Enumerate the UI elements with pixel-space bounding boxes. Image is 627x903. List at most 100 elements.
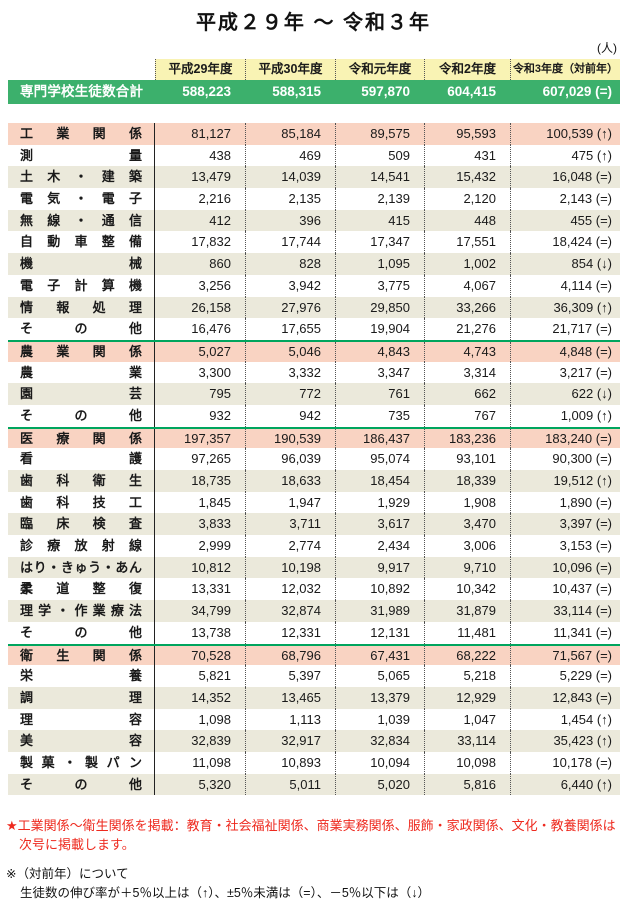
row-label: 園芸 (8, 383, 155, 405)
table-row: 機械 860 828 1,095 1,002 854 (↓) (8, 253, 620, 275)
row-label: 歯科衛生 (8, 470, 155, 492)
cell-value: 26,158 (191, 299, 231, 315)
cell-value: 90,300 (=) (510, 448, 620, 470)
cell-value: 772 (245, 383, 335, 405)
cell-value: 32,917 (245, 730, 335, 752)
footnote-publication-line1: ★工業関係～衛生関係を掲載：教育・社会福祉関係、商業実務関係、服飾・家政関係、文… (6, 818, 616, 834)
cell-value: 412 (209, 212, 231, 228)
cell-value: 4,843 (335, 341, 424, 362)
footnote-legend: ※（対前年）について 生徒数の伸び率が＋5％以上は（↑）、±5％未満は（=）、－… (6, 865, 627, 903)
cell-value: 3,833 (198, 516, 231, 532)
cell-value: 13,738 (191, 624, 231, 640)
row-label: 看護 (8, 448, 155, 470)
cell-value: 475 (↑) (510, 144, 620, 167)
cell-value: 4,114 (=) (510, 274, 620, 297)
cell-value: 95,593 (424, 123, 510, 145)
table-row: 栄養 5,821 5,397 5,065 5,218 5,229 (=) (8, 665, 620, 687)
cell-value: 1,929 (335, 491, 424, 514)
footnote-legend-line1: ※（対前年）について (6, 867, 129, 881)
cell-value: 10,198 (245, 556, 335, 579)
cell-value: 5,821 (198, 668, 231, 684)
cell-value: 18,424 (=) (510, 231, 620, 254)
column-header: 平成30年度 (245, 59, 335, 80)
cell-value: 12,929 (424, 686, 510, 709)
cell-value: 18,454 (335, 470, 424, 492)
cell-value: 13,465 (245, 686, 335, 709)
row-label: 農業 (8, 361, 155, 384)
row-label: 栄養 (8, 665, 155, 687)
row-label: その他 (8, 773, 155, 796)
cell-value: 10,437 (=) (510, 578, 620, 601)
table-row: 製菓・製パン 11,098 10,893 10,094 10,098 10,178 (=) (8, 751, 620, 774)
cell-value: 1,002 (424, 253, 510, 275)
table-row: 臨床検査 3,833 3,711 3,617 3,470 3,397 (=) (8, 513, 620, 536)
cell-value: 455 (=) (510, 209, 620, 232)
footnote-publication: ★工業関係～衛生関係を掲載：教育・社会福祉関係、商業実務関係、服飾・家政関係、文… (6, 817, 627, 855)
cell-value: 2,135 (245, 188, 335, 210)
table-row: 測量 438 469 509 431 475 (↑) (8, 144, 620, 167)
cell-value: 11,341 (=) (510, 621, 620, 644)
page: 平成２９年 ～ 令和３年 (人) 平成29年度 平成30年度 令和元年度 令和2年度令… (0, 6, 627, 900)
cell-value: 14,039 (245, 166, 335, 189)
cell-value: 3,942 (245, 274, 335, 297)
cell-value: 1,095 (335, 253, 424, 275)
cell-value: 5,027 (198, 343, 231, 359)
unit-label: (人) (597, 41, 617, 55)
cell-value: 662 (424, 383, 510, 405)
cell-value: 16,048 (=) (510, 166, 620, 189)
footnote-publication-line2: 次号に掲載します。 (19, 837, 135, 853)
table-row: 農業 3,300 3,332 3,347 3,314 3,217 (=) (8, 361, 620, 384)
section-label: 衛生関係 (8, 645, 155, 666)
header-spacer (8, 59, 155, 80)
cell-value: 36,309 (↑) (510, 296, 620, 319)
cell-value: 3,347 (335, 361, 424, 384)
cell-value: 18,735 (191, 473, 231, 488)
cell-value: 17,832 (191, 234, 231, 250)
cell-value: 34,799 (191, 603, 231, 619)
cell-value: 3,300 (198, 364, 231, 380)
row-label: 機械 (8, 253, 155, 275)
table-row: 調理 14,352 13,465 13,379 12,929 12,843 (=) (8, 686, 620, 709)
row-label: 電気・電子 (8, 188, 155, 210)
row-label: 理学・作業療法 (8, 600, 155, 622)
cell-value: 3,006 (424, 535, 510, 557)
table-row: 情報処理 26,158 27,976 29,850 33,266 36,309 (↑) (8, 296, 620, 319)
table-row: 電気・電子 2,216 2,135 2,139 2,120 2,143 (=) (8, 188, 620, 210)
cell-value: 5,046 (245, 341, 335, 362)
cell-value: 11,481 (424, 621, 510, 644)
cell-value: 67,431 (335, 645, 424, 666)
cell-value: 33,114 (=) (510, 600, 620, 622)
row-label: 電子計算機 (8, 274, 155, 297)
cell-value: 5,320 (198, 776, 231, 792)
section-row: 農業関係 5,027 5,046 4,843 4,743 4,848 (=) (8, 339, 620, 362)
cell-value: 5,397 (245, 665, 335, 687)
cell-value: 2,120 (424, 188, 510, 210)
cell-value: 396 (245, 209, 335, 232)
cell-value: 2,999 (198, 538, 231, 554)
cell-value: 3,397 (=) (510, 513, 620, 536)
cell-value: 9,917 (335, 556, 424, 579)
page-title: 平成２９年 ～ 令和３年 (195, 12, 432, 34)
row-label: 無線・通信 (8, 209, 155, 232)
total-cell-value: 607,029 (=) (542, 84, 612, 99)
cell-value: 1,908 (424, 491, 510, 514)
cell-value: 1,098 (198, 711, 231, 727)
table-row: 診療放射線 2,999 2,774 2,434 3,006 3,153 (=) (8, 535, 620, 557)
section-label: 工業関係 (8, 123, 155, 145)
cell-value: 100,539 (↑) (510, 123, 620, 145)
cell-value: 14,352 (191, 689, 231, 705)
cell-value: 2,774 (245, 535, 335, 557)
cell-value: 197,357 (184, 430, 231, 446)
cell-value: 1,113 (245, 708, 335, 731)
table-row: 電子計算機 3,256 3,942 3,775 4,067 4,114 (=) (8, 274, 620, 297)
cell-value: 854 (↓) (510, 253, 620, 275)
cell-value: 10,812 (191, 559, 231, 575)
cell-value: 21,276 (424, 318, 510, 340)
cell-value: 31,989 (335, 600, 424, 622)
cell-value: 431 (424, 144, 510, 167)
cell-value: 190,539 (245, 428, 335, 449)
row-label: 自動車整備 (8, 231, 155, 254)
cell-value: 68,796 (245, 645, 335, 666)
row-label: 柔道整復 (8, 578, 155, 601)
cell-value: 3,314 (424, 361, 510, 384)
